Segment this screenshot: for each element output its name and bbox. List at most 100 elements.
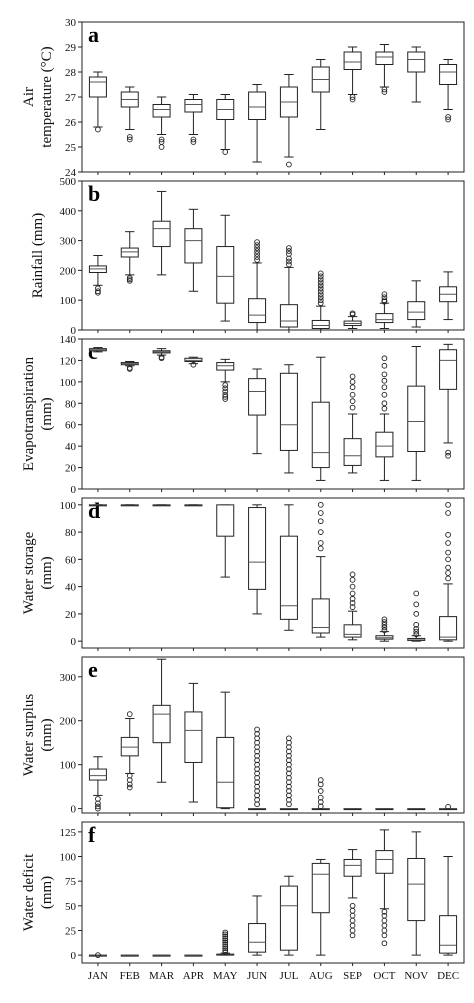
outlier-point: [126, 277, 133, 284]
y-axis-label-line: (mm): [39, 556, 55, 589]
y-axis-label: Air temperature (°C): [21, 46, 55, 147]
box-apr: [184, 94, 203, 145]
iqr-box: [120, 247, 139, 258]
outlier-point: [349, 922, 356, 929]
x-tick-label-mar: MAR: [149, 970, 175, 982]
box-jul: [279, 364, 298, 474]
outlier-point: [95, 805, 101, 812]
outlier-point: [445, 575, 451, 582]
box-oct: [375, 808, 394, 811]
outlier-point: [381, 355, 388, 362]
box-apr: [184, 954, 203, 957]
iqr-box: [375, 850, 394, 874]
x-tick-label-oct: OCT: [373, 970, 395, 982]
outlier-point: [349, 96, 356, 103]
x-tick-label-dec: DEC: [437, 970, 459, 982]
iqr-box: [343, 438, 362, 466]
y-tick-label: 27: [65, 92, 77, 104]
iqr-box: [407, 857, 426, 922]
outlier-point: [190, 139, 197, 145]
outlier-point: [349, 373, 356, 380]
outlier-point: [317, 279, 324, 286]
box-jan: [88, 952, 107, 958]
box-jan: [88, 347, 107, 353]
box-feb: [120, 231, 139, 284]
box-sep: [343, 310, 362, 330]
box-jul: [279, 875, 298, 956]
iqr-box: [248, 378, 267, 416]
x-tick-label-jul: JUL: [279, 970, 298, 982]
iqr-box: [152, 104, 171, 118]
box-sep: [343, 849, 362, 939]
y-tick-label: 0: [71, 636, 77, 648]
x-tick-label-jan: JAN: [88, 970, 108, 982]
iqr-box: [343, 858, 362, 877]
outlier-point: [349, 310, 356, 317]
outlier-point: [286, 245, 292, 251]
outlier-point: [286, 248, 292, 254]
y-tick-label: 120: [60, 355, 77, 367]
outlier-point: [317, 282, 324, 289]
outlier-point: [95, 800, 101, 807]
y-tick-label: 25: [65, 925, 77, 937]
outlier-point: [349, 583, 356, 590]
box-jan: [88, 71, 107, 133]
y-tick-label: 20: [65, 609, 77, 621]
outlier-point: [286, 261, 292, 268]
outlier-point: [349, 932, 356, 939]
outlier-point: [126, 784, 133, 791]
box-dec: [439, 343, 458, 459]
box-apr: [184, 504, 203, 507]
outlier-point: [190, 361, 197, 368]
iqr-box: [439, 64, 458, 85]
outlier-point: [222, 947, 229, 954]
outlier-point: [349, 576, 356, 583]
box-jan: [88, 756, 107, 812]
y-tick-label: 125: [60, 827, 77, 839]
outlier-point: [445, 570, 451, 576]
box-jul: [279, 245, 298, 331]
box-nov: [407, 280, 426, 328]
outlier-point: [317, 294, 324, 301]
outlier-point: [349, 384, 356, 391]
y-tick-label: 200: [60, 265, 77, 277]
box-aug: [311, 270, 330, 331]
outlier-point: [317, 297, 324, 304]
box-jun: [248, 504, 267, 615]
outlier-point: [317, 794, 324, 801]
y-tick-label: 0: [71, 484, 77, 496]
box-nov: [407, 46, 426, 103]
box-feb: [120, 361, 139, 372]
outlier-point: [349, 912, 356, 919]
outlier-point: [381, 922, 388, 929]
outlier-point: [413, 611, 420, 617]
iqr-box: [248, 923, 267, 953]
y-tick-label: 80: [65, 398, 77, 410]
outlier-point: [381, 384, 388, 391]
box-oct: [375, 44, 394, 95]
outlier-point: [349, 398, 356, 404]
outlier-point: [317, 270, 324, 277]
outlier-point: [254, 726, 260, 733]
box-may: [216, 691, 235, 810]
outlier-point: [381, 391, 388, 398]
outlier-point: [317, 510, 324, 516]
y-tick-label: 0: [71, 804, 77, 816]
outlier-point: [413, 621, 420, 628]
box-dec: [439, 271, 458, 321]
box-dec: [439, 501, 458, 642]
y-tick-label: 20: [65, 463, 77, 475]
y-axis-label-line: Water storage: [21, 531, 37, 614]
iqr-box: [279, 372, 298, 451]
outlier-point: [317, 276, 324, 283]
outlier-point: [317, 540, 324, 546]
box-jul: [279, 504, 298, 631]
outlier-point: [317, 518, 324, 525]
panel-letter: e: [88, 657, 98, 682]
outlier-point: [286, 735, 292, 742]
outlier-point: [286, 161, 292, 168]
outlier-point: [381, 405, 388, 412]
panel-b: 0 100 200 300 400 500 Rainfall (mm) b: [30, 176, 465, 337]
box-aug: [311, 858, 330, 956]
iqr-box: [216, 362, 235, 371]
